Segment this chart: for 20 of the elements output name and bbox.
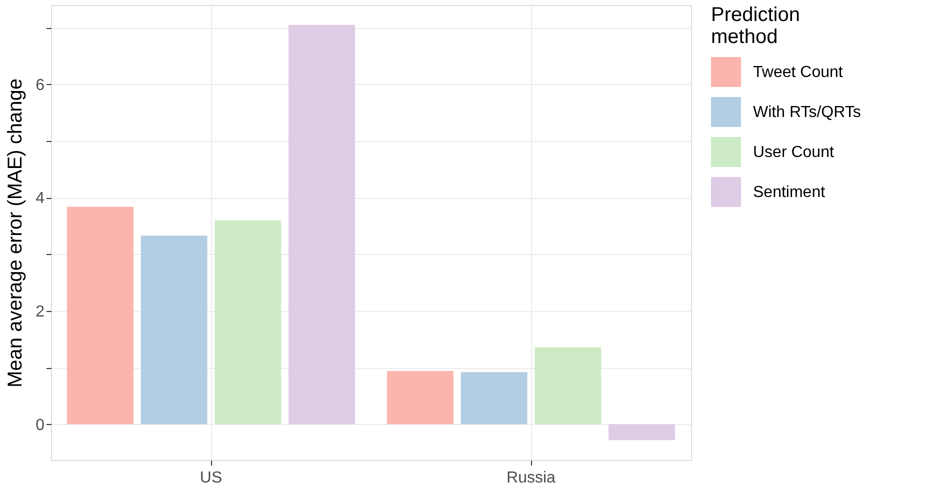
x-tick-label: US [200,470,222,486]
y-axis-title: Mean average error (MAE) change [4,78,27,388]
bar [67,206,134,424]
bar [387,371,454,424]
bar [288,24,355,424]
y-tick-label: 0 [36,416,45,434]
bar [140,236,208,424]
y-tick-label: 2 [36,303,45,320]
legend-label: User Count [753,144,834,161]
bar [534,347,602,424]
legend-label: Sentiment [753,184,826,201]
bar [460,372,528,424]
legend-label: Tweet Count [753,64,844,81]
y-tick-label: 4 [36,190,45,208]
x-tick-label: Russia [506,470,556,486]
y-tick-label: 6 [36,76,45,94]
legend-title: Prediction method [711,4,800,48]
bar [608,424,675,440]
bar [214,220,282,424]
legend-label: With RTs/QRTs [753,104,861,121]
